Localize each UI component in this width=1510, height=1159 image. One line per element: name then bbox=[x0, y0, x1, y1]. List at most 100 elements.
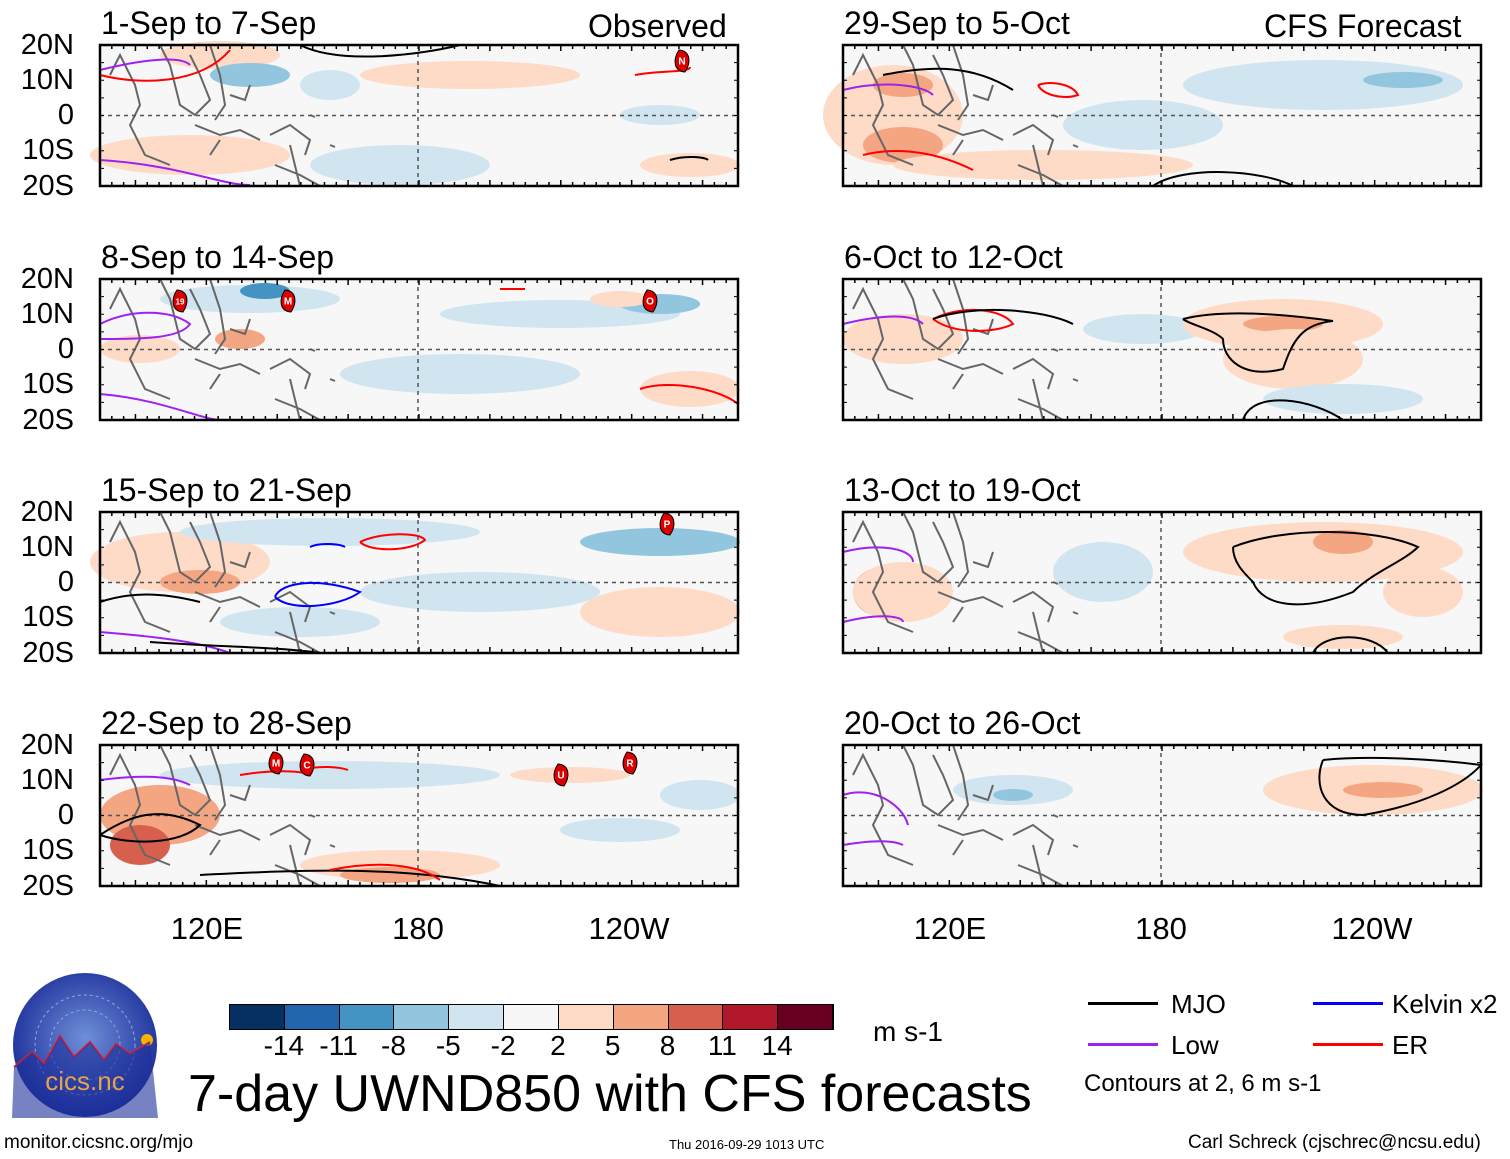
anomaly-shading bbox=[360, 61, 580, 89]
tropical-cyclone-icon: U bbox=[553, 763, 569, 787]
colorbar bbox=[229, 1004, 834, 1030]
anomaly-shading bbox=[90, 135, 290, 175]
anomaly-shading bbox=[580, 587, 740, 637]
colorbar-swatch bbox=[504, 1005, 559, 1029]
anomaly-shading bbox=[180, 518, 480, 546]
contour-er bbox=[932, 308, 1015, 332]
colorbar-label: 14 bbox=[761, 1030, 793, 1061]
lat-label: 10S bbox=[22, 601, 74, 633]
map-panel bbox=[841, 510, 1483, 655]
contour-low bbox=[842, 546, 914, 563]
colorbar-label: 11 bbox=[707, 1030, 737, 1061]
anomaly-shading bbox=[590, 291, 650, 307]
panel-title: 13-Oct to 19-Oct bbox=[844, 472, 1081, 508]
map-panel: P bbox=[90, 510, 740, 655]
contour-low bbox=[842, 315, 924, 325]
legend-low-line bbox=[1088, 1043, 1158, 1046]
lat-label: 10N bbox=[20, 531, 74, 563]
storm-label: N bbox=[678, 57, 685, 68]
anomaly-shading bbox=[160, 41, 280, 69]
panel-title: 6-Oct to 12-Oct bbox=[844, 239, 1063, 275]
anomaly-shading bbox=[210, 63, 290, 87]
colorbar-units: m s-1 bbox=[873, 1016, 943, 1047]
anomaly-shading bbox=[1243, 316, 1323, 332]
lat-label: 10N bbox=[20, 764, 74, 796]
storm-label: R bbox=[626, 759, 634, 770]
tropical-cyclone-icon: M bbox=[268, 751, 284, 775]
tropical-cyclone-icon: N bbox=[674, 49, 690, 73]
lat-label: 10S bbox=[22, 368, 74, 400]
anomaly-shading bbox=[510, 767, 630, 783]
colorbar-swatch bbox=[230, 1005, 285, 1029]
colorbar-swatch bbox=[284, 1005, 340, 1029]
contour-er bbox=[862, 149, 974, 171]
lon-label: 180 bbox=[392, 911, 444, 946]
anomaly-shading bbox=[640, 153, 740, 177]
contour-mjo bbox=[1312, 636, 1389, 654]
legend-er-label: ER bbox=[1392, 1030, 1429, 1060]
contour-mjo bbox=[299, 44, 461, 58]
contour-mjo bbox=[99, 593, 201, 603]
contour-er bbox=[359, 533, 427, 551]
contour-er bbox=[99, 49, 231, 82]
legend-mjo-label: MJO bbox=[1171, 989, 1226, 1019]
contour-mjo bbox=[99, 813, 202, 843]
anomaly-shading bbox=[1053, 542, 1153, 602]
contour-mjo bbox=[669, 156, 709, 161]
lat-label: 20S bbox=[22, 637, 74, 669]
lat-label: 20S bbox=[22, 870, 74, 902]
colorbar-label: -5 bbox=[435, 1030, 461, 1061]
colorbar-swatch bbox=[723, 1005, 779, 1029]
lat-label: 0 bbox=[57, 333, 74, 365]
colorbar-swatch bbox=[449, 1005, 505, 1029]
colorbar-swatch bbox=[613, 1005, 669, 1029]
anomaly-shading bbox=[160, 285, 340, 313]
contour-low bbox=[99, 311, 192, 340]
footer-timestamp: Thu 2016-09-29 1013 UTC bbox=[669, 1137, 825, 1152]
contour-low bbox=[842, 840, 904, 846]
coastline bbox=[852, 511, 1079, 654]
tropical-cyclone-icon: C bbox=[299, 753, 315, 777]
contour-mjo bbox=[1318, 756, 1484, 817]
tropical-cyclone-icon: O bbox=[642, 289, 658, 313]
map-panel bbox=[823, 43, 1483, 188]
legend-mjo-line bbox=[1088, 1002, 1158, 1005]
colorbar-swatch bbox=[339, 1005, 395, 1029]
storm-label: U bbox=[557, 771, 564, 782]
contour-mjo bbox=[882, 67, 1014, 91]
storm-label: M bbox=[272, 759, 280, 770]
tropical-cyclone-icon: M bbox=[280, 289, 296, 313]
lat-label: 20S bbox=[22, 170, 74, 202]
legend-kelvin-label: Kelvin x2 bbox=[1392, 989, 1498, 1019]
panel-title: 22-Sep to 28-Sep bbox=[101, 705, 352, 741]
footer-url[interactable]: monitor.cicsnc.org/mjo bbox=[4, 1132, 194, 1153]
panel-title: 20-Oct to 26-Oct bbox=[844, 705, 1081, 741]
map-panel bbox=[841, 743, 1484, 888]
lat-label: 0 bbox=[57, 99, 74, 131]
anomaly-shading bbox=[843, 314, 963, 364]
storm-label: O bbox=[646, 297, 654, 308]
panel-title: 1-Sep to 7-Sep bbox=[101, 5, 317, 41]
panel-title: 15-Sep to 21-Sep bbox=[101, 472, 352, 508]
anomaly-shading bbox=[240, 283, 290, 299]
map-panel: 19 M O bbox=[98, 277, 740, 422]
observed-label: Observed bbox=[588, 8, 727, 44]
anomaly-shading bbox=[1183, 522, 1463, 582]
contour-er bbox=[639, 383, 739, 405]
colorbar-swatch bbox=[668, 1005, 724, 1029]
contour-er bbox=[329, 863, 441, 881]
lat-label: 10N bbox=[20, 64, 74, 96]
storm-label: M bbox=[284, 297, 292, 308]
colorbar-label: -11 bbox=[319, 1030, 358, 1061]
figure-title: 7-day UWND850 with CFS forecasts bbox=[188, 1065, 1032, 1123]
contour-mjo bbox=[1242, 399, 1344, 421]
lat-label: 20S bbox=[22, 404, 74, 436]
contour-low bbox=[99, 58, 191, 71]
tropical-cyclone-icon: P bbox=[659, 512, 675, 536]
lat-label: 0 bbox=[57, 799, 74, 831]
coastline bbox=[852, 44, 1079, 187]
contours-note: Contours at 2, 6 m s-1 bbox=[1084, 1070, 1322, 1097]
anomaly-shading bbox=[300, 70, 360, 100]
anomaly-shading bbox=[310, 145, 490, 185]
anomaly-shading bbox=[1313, 530, 1373, 554]
